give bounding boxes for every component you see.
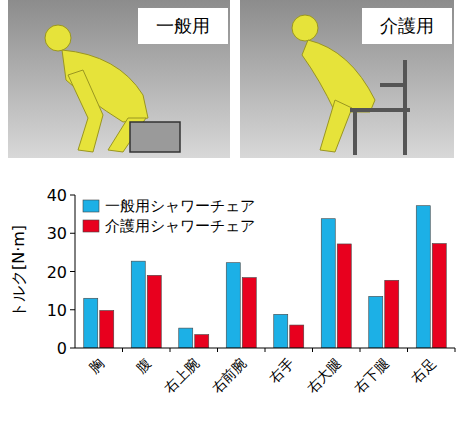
bar	[131, 261, 145, 348]
x-tick	[455, 348, 456, 352]
figure-body	[68, 70, 103, 152]
chart: 一般用 介護用 0 10 20 30 40 胸 腹右上腕右前腕右手右大腿右下腿右足 トルク[N·m…	[0, 0, 459, 438]
bar	[274, 314, 288, 348]
y-tick	[70, 309, 75, 310]
figure-illustration: 介護用	[240, 0, 454, 158]
bar	[416, 206, 430, 348]
y-tick-label: 0	[57, 339, 67, 358]
bar	[290, 325, 304, 348]
label-box	[362, 8, 452, 44]
legend-swatch	[83, 220, 99, 232]
figure-body	[320, 100, 352, 152]
y-tick	[70, 195, 75, 196]
x-tick-label: 右前腕	[208, 355, 249, 396]
legend-box	[77, 193, 261, 241]
x-tick	[217, 348, 218, 352]
y-tick-label: 10	[47, 301, 67, 320]
x-tick-label: 右上腕	[161, 355, 202, 396]
x-tick-label: 胸	[86, 355, 107, 376]
x-tick	[407, 348, 408, 352]
x-tick-label: 右下腿	[351, 355, 392, 396]
bar	[179, 328, 193, 348]
y-tick	[70, 233, 75, 234]
x-tick-label: 右手	[266, 355, 297, 386]
x-tick	[122, 348, 123, 352]
bar	[84, 298, 98, 348]
x-tick-label: 右大腿	[303, 355, 344, 396]
figure-label: 一般用	[156, 15, 210, 36]
x-tick	[265, 348, 266, 352]
chair	[350, 60, 410, 155]
legend: 一般用シャワーチェア介護用シャワーチェア	[77, 193, 261, 241]
y-tick	[70, 271, 75, 272]
figure-background	[8, 0, 230, 158]
x-tick	[312, 348, 313, 352]
bars	[84, 206, 447, 348]
figure-label: 介護用	[380, 15, 434, 36]
bar	[100, 311, 114, 348]
bar	[432, 244, 446, 348]
figure-illustration: 一般用	[8, 0, 230, 158]
y-tick-label: 30	[47, 224, 67, 243]
figure-body	[292, 15, 318, 41]
legend-label: 介護用シャワーチェア	[105, 217, 255, 235]
bar	[321, 219, 335, 348]
y-tick	[70, 348, 75, 349]
y-tick-label: 20	[47, 263, 67, 282]
x-tick	[170, 348, 171, 352]
bar	[337, 244, 351, 348]
y-tick-label: 40	[47, 186, 67, 205]
bar	[195, 335, 209, 348]
x-tick-label: 右足	[408, 355, 439, 386]
x-tick-label: 腹	[133, 355, 154, 376]
legend-swatch	[83, 200, 99, 212]
bar	[385, 280, 399, 348]
figure-background	[240, 0, 454, 158]
stool	[130, 122, 180, 152]
bar	[147, 275, 161, 348]
label-box	[138, 8, 228, 44]
y-axis-title: トルク[N·m]	[9, 225, 28, 318]
bar	[242, 278, 256, 348]
bar	[369, 296, 383, 348]
x-tick	[360, 348, 361, 352]
bar	[226, 263, 240, 348]
figure-body	[45, 25, 71, 51]
legend-label: 一般用シャワーチェア	[105, 197, 255, 215]
